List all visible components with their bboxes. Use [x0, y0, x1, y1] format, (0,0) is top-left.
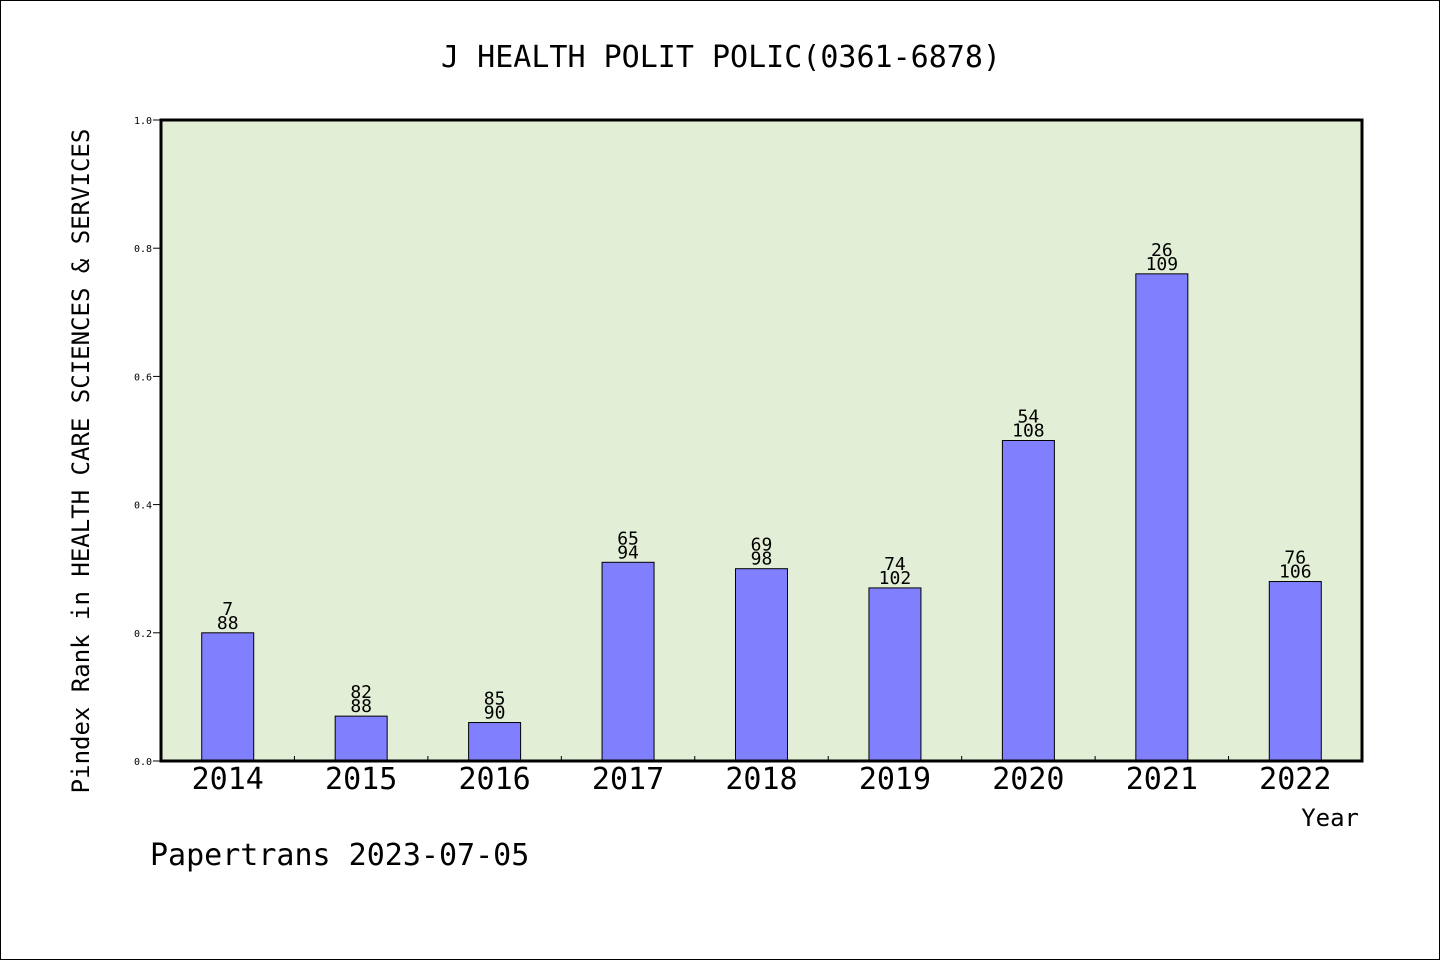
x-tick-label: 2015 [325, 762, 397, 797]
total-label: 106 [1279, 562, 1312, 583]
bar-2018 [735, 568, 788, 762]
x-tick-label: 2021 [1126, 762, 1198, 797]
y-tick-label: 0.4 [134, 501, 152, 512]
x-tick-label: 2016 [458, 762, 530, 797]
rank-label: 74 [884, 554, 906, 575]
rank-label: 85 [484, 689, 506, 710]
bar-2017 [601, 561, 655, 762]
y-tick-label: 0.0 [134, 757, 152, 768]
total-label: 98 [751, 549, 773, 570]
bar-2021 [1135, 273, 1189, 762]
x-axis: 2014 2015 2016 2017 2018 2019 2020 2021 2022 [192, 756, 1331, 797]
bar-2020 [1001, 440, 1055, 762]
x-axis-label: Year [1301, 804, 1359, 832]
chart-title: J HEALTH POLIT POLIC(0361-6878) [441, 40, 1001, 75]
rank-label: 26 [1151, 240, 1173, 261]
total-label: 109 [1146, 254, 1179, 275]
x-tick-label: 2018 [725, 762, 797, 797]
rank-label: 54 [1018, 407, 1040, 428]
x-tick-label: 2017 [592, 762, 664, 797]
y-tick-label: 0.6 [134, 372, 152, 383]
total-label: 102 [879, 568, 912, 589]
total-label: 88 [350, 696, 372, 717]
plot-border [159, 118, 1364, 763]
bar-2014 [201, 632, 255, 762]
bar-2015 [334, 715, 388, 762]
rank-label: 76 [1284, 548, 1306, 569]
y-tick-label: 1.0 [134, 116, 152, 127]
rank-label: 69 [751, 535, 773, 556]
total-label: 90 [484, 703, 506, 724]
rank-label: 65 [617, 528, 639, 549]
x-tick-label: 2022 [1259, 762, 1331, 797]
rank-label: 7 [222, 599, 233, 620]
x-tick-label: 2019 [859, 762, 931, 797]
total-label: 88 [217, 613, 239, 634]
total-label: 108 [1012, 421, 1045, 442]
bar-2016 [468, 722, 522, 762]
bar-2019 [868, 587, 922, 762]
y-axis: 0.0 0.2 0.4 0.6 0.8 1.0 [134, 116, 161, 768]
x-tick-label: 2014 [192, 762, 264, 797]
rank-label: 82 [350, 682, 372, 703]
bar-2022 [1268, 581, 1322, 762]
footer-text: Papertrans 2023-07-05 [150, 838, 529, 873]
y-tick-label: 0.8 [134, 244, 152, 255]
total-label: 94 [617, 542, 639, 563]
x-tick-label: 2020 [992, 762, 1064, 797]
bars-group [201, 273, 1322, 762]
y-axis-label: Pindex Rank in HEALTH CARE SCIENCES & SE… [67, 129, 95, 794]
y-tick-label: 0.2 [134, 629, 152, 640]
